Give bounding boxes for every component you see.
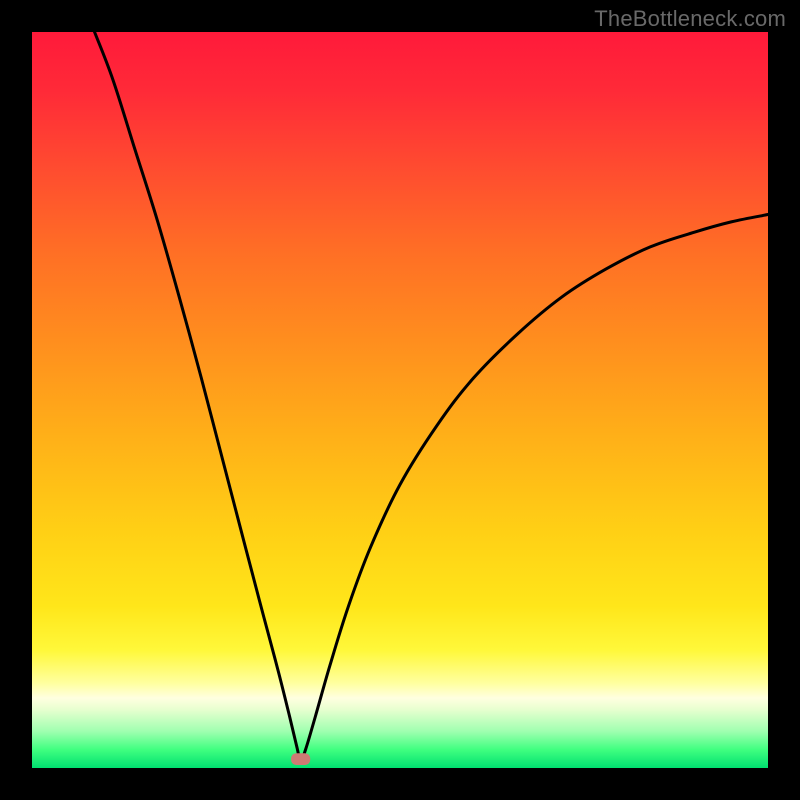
bottleneck-marker (291, 753, 310, 765)
plot-svg (32, 32, 768, 768)
chart-frame: TheBottleneck.com (0, 0, 800, 800)
plot-area (32, 32, 768, 768)
watermark-text: TheBottleneck.com (594, 6, 786, 32)
gradient-background (32, 32, 768, 768)
